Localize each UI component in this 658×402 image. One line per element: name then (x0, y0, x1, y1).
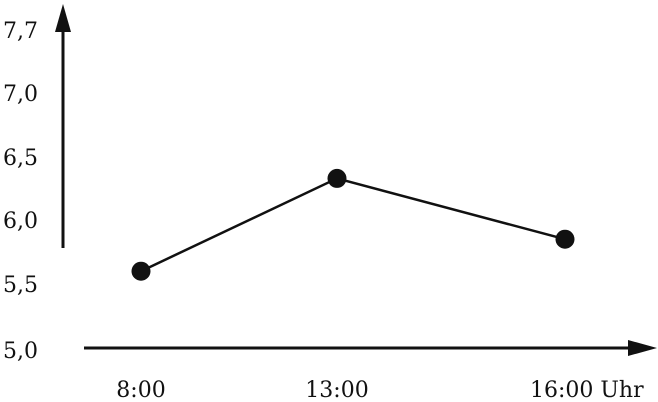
series-line (140, 177, 566, 273)
axes (55, 4, 657, 356)
y-tick-label: 7,7 (3, 19, 38, 44)
y-tick-label: 6,5 (3, 146, 38, 171)
series (131, 168, 575, 281)
x-tick-labels: 8:00 13:00 16:00 Uhr (116, 378, 644, 402)
data-point (555, 229, 575, 249)
data-point (327, 168, 347, 188)
data-point (131, 261, 151, 281)
y-tick-labels: 7,7 7,0 6,5 6,0 5,5 5,0 (3, 19, 38, 364)
y-tick-label: 7,0 (3, 82, 38, 107)
x-axis-arrowhead (628, 340, 657, 356)
x-tick-label: 13:00 (305, 378, 368, 402)
y-tick-label: 5,5 (3, 273, 38, 298)
x-tick-label: 8:00 (116, 378, 165, 402)
y-tick-label: 5,0 (3, 339, 38, 364)
y-tick-label: 6,0 (3, 209, 38, 234)
x-tick-label: 16:00 Uhr (530, 378, 644, 402)
y-axis-arrowhead (55, 4, 71, 32)
